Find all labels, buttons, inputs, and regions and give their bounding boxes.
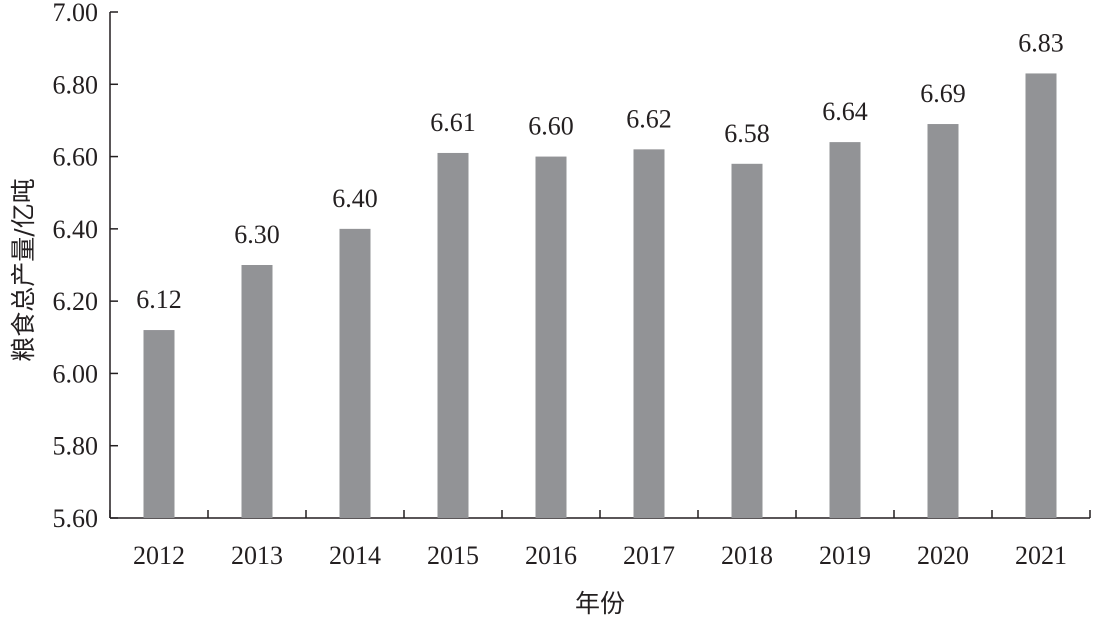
x-tick-label: 2017	[623, 541, 675, 570]
y-axis-title: 粮食总产量/亿吨	[9, 178, 38, 361]
bar-2020	[927, 124, 959, 519]
data-label-2013: 6.30	[234, 220, 280, 249]
x-axis-title: 年份	[575, 589, 625, 618]
data-labels: 6.12 6.30 6.40 6.61 6.60 6.62 6.58 6.64 6.69 6.83	[136, 28, 1064, 314]
x-tick-label: 2016	[525, 541, 577, 570]
data-label-2020: 6.69	[920, 79, 966, 108]
x-tick-label: 2020	[917, 541, 969, 570]
x-tick-label: 2014	[329, 541, 381, 570]
bar-2019	[829, 142, 861, 518]
bar-2013	[241, 265, 273, 518]
y-tick-label: 6.00	[53, 359, 99, 388]
x-axis: 2012 2013 2014 2015 2016 2017 2018 2019 2020 2021	[109, 510, 1091, 570]
bar-2017	[633, 149, 665, 519]
y-tick-label: 7.00	[53, 0, 99, 27]
y-tick-label: 5.80	[53, 432, 99, 461]
y-tick-label: 6.80	[53, 70, 99, 99]
data-label-2012: 6.12	[136, 285, 182, 314]
data-label-2015: 6.61	[430, 108, 476, 137]
bar-2015	[437, 152, 469, 518]
x-tick-label: 2013	[231, 541, 283, 570]
x-tick-label: 2021	[1015, 541, 1067, 570]
y-tick-label: 5.60	[53, 504, 99, 533]
data-label-2016: 6.60	[528, 112, 574, 141]
x-tick-label: 2019	[819, 541, 871, 570]
x-tick-label: 2012	[133, 541, 185, 570]
x-tick-label: 2015	[427, 541, 479, 570]
data-label-2021: 6.83	[1018, 28, 1064, 57]
y-tick-label: 6.60	[53, 143, 99, 172]
data-label-2017: 6.62	[626, 104, 672, 133]
bars	[143, 73, 1057, 519]
x-tick-label: 2018	[721, 541, 773, 570]
data-label-2014: 6.40	[332, 184, 378, 213]
bar-2021	[1025, 73, 1057, 518]
bar-2018	[731, 163, 763, 519]
bar-2016	[535, 156, 567, 519]
bar-2014	[339, 228, 371, 518]
data-label-2019: 6.64	[822, 97, 868, 126]
data-label-2018: 6.58	[724, 119, 770, 148]
bar-2012	[143, 330, 175, 518]
y-tick-label: 6.40	[53, 215, 99, 244]
y-tick-label: 6.20	[53, 287, 99, 316]
y-axis: 5.60 5.80 6.00 6.20 6.40 6.60 6.80 7.00	[53, 0, 118, 533]
